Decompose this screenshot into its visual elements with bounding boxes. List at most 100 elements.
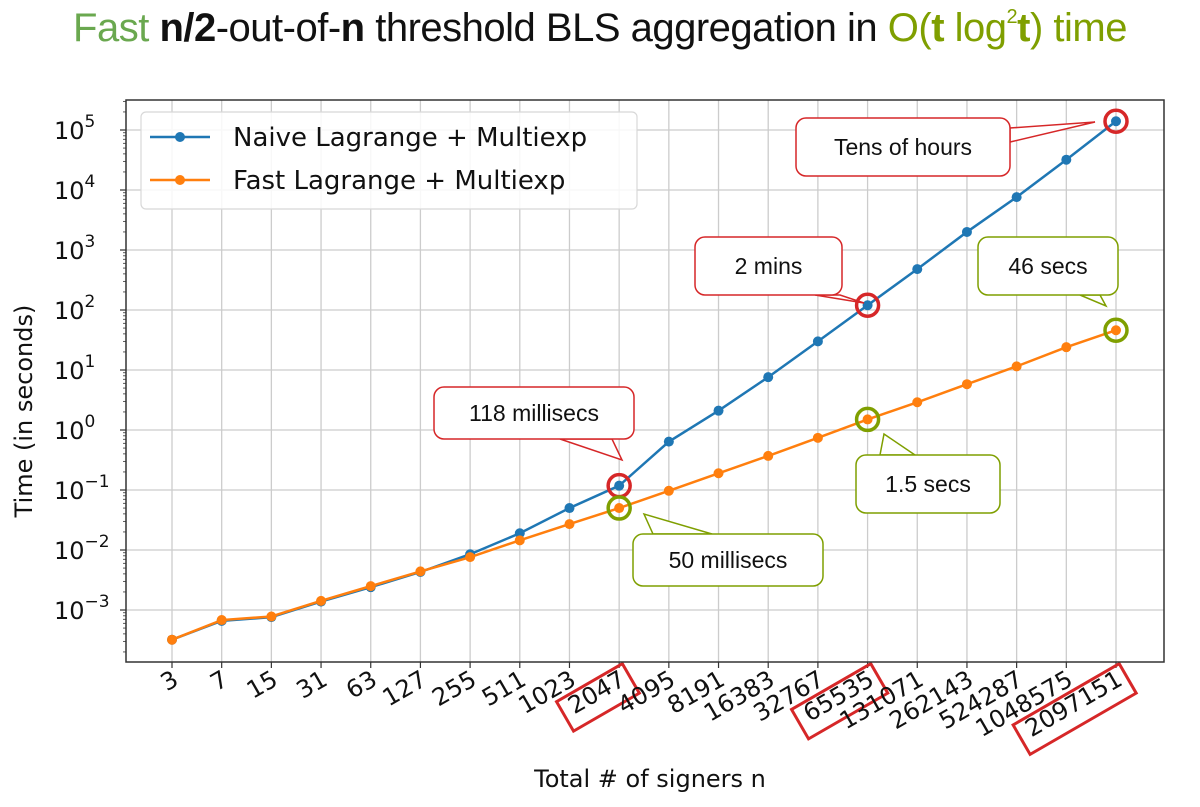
y-tick-exponent: −3 — [85, 592, 110, 612]
y-axis-label: Time (in seconds) — [10, 305, 38, 519]
data-point — [713, 405, 724, 416]
data-point — [216, 615, 227, 626]
chart-title: Fast n/2-out-of-n threshold BLS aggregat… — [0, 6, 1200, 51]
callout-box — [694, 236, 843, 296]
legend-marker — [175, 175, 185, 185]
x-tick-label: 63 — [341, 665, 381, 705]
legend-item-fast: Fast Lagrange + Multiexp — [150, 166, 565, 196]
highlight-circle — [606, 495, 632, 521]
x-tick-label: 3 — [156, 665, 183, 697]
title-out-of: -out-of- — [215, 6, 341, 50]
data-point — [614, 480, 625, 491]
y-tick-base: 10 — [54, 177, 85, 205]
title-exponent: 2 — [1006, 6, 1018, 28]
y-tick-label: 100 — [54, 412, 95, 445]
data-point — [1011, 192, 1022, 203]
x-tick-label: 31 — [292, 665, 332, 705]
data-point — [1061, 342, 1072, 353]
title-big-o: O( — [887, 6, 932, 50]
series-line — [171, 329, 1117, 641]
data-point — [961, 379, 972, 390]
highlight-circles — [606, 108, 1129, 521]
y-tick-label: 101 — [54, 352, 95, 385]
callout-box — [977, 236, 1119, 296]
data-point — [812, 336, 823, 347]
y-tick-exponent: 1 — [85, 352, 96, 372]
highlight-circle — [1103, 317, 1129, 343]
y-tick-base: 10 — [54, 237, 85, 265]
callout: 118 millisecs — [433, 386, 635, 462]
x-tick-highlight-box — [1011, 661, 1139, 757]
callout-pointer — [879, 432, 918, 456]
y-tick-base: 10 — [54, 417, 85, 445]
title-fast: Fast — [73, 6, 149, 50]
title-n-half: n/2 — [159, 6, 216, 50]
data-point — [663, 436, 674, 447]
callout-text: 118 millisecs — [469, 400, 599, 426]
x-axis-label: Total # of signers n — [533, 765, 766, 793]
data-point — [564, 503, 575, 514]
highlight-circle — [854, 292, 881, 318]
callout-text: 50 millisecs — [669, 547, 788, 573]
y-tick-base: 10 — [54, 537, 85, 565]
legend-label: Fast Lagrange + Multiexp — [233, 166, 565, 196]
y-tick-exponent: 3 — [85, 232, 96, 252]
callout-box — [855, 454, 1001, 514]
title-log: log — [944, 6, 1007, 50]
data-point — [266, 611, 277, 622]
x-tick-labels: 3 7 15 31 6312725551110232047409581911638332… — [156, 661, 1139, 757]
y-tick-exponent: 5 — [85, 112, 96, 132]
y-tick-base: 10 — [54, 477, 85, 505]
callout-text: 1.5 secs — [885, 471, 971, 497]
callout-text: 2 mins — [735, 253, 803, 279]
data-point — [1011, 361, 1022, 372]
y-tick-label: 105 — [54, 112, 95, 145]
x-tick-label: 255 — [427, 665, 481, 712]
highlight-circle — [854, 406, 881, 433]
title-n: n — [340, 6, 365, 50]
data-point — [316, 595, 327, 606]
data-point — [514, 528, 525, 539]
callout: 1.5 secs — [855, 432, 1001, 514]
plot-frame — [125, 99, 1165, 663]
series-fast — [167, 325, 1121, 645]
y-tick-base: 10 — [54, 117, 85, 145]
title-time: ) time — [1029, 6, 1128, 50]
data-point — [912, 264, 923, 275]
y-tick-exponent: 4 — [85, 172, 96, 192]
data-point — [1111, 325, 1121, 336]
y-tick-label: 102 — [54, 292, 95, 325]
y-tick-base: 10 — [54, 357, 85, 385]
data-point — [564, 519, 575, 530]
callout: 46 secs — [977, 236, 1119, 308]
y-tick-base: 10 — [54, 297, 85, 325]
y-tick-label: 10−3 — [54, 592, 110, 625]
data-point — [614, 503, 625, 514]
data-point — [862, 414, 873, 425]
callout-box — [632, 533, 824, 587]
title-t2: t — [1017, 6, 1030, 50]
callout: 50 millisecs — [632, 512, 824, 587]
title-complexity: O(t log2t) time — [887, 6, 1128, 50]
callout-text: 46 secs — [1008, 253, 1087, 279]
x-tick-highlight-box — [789, 661, 890, 741]
data-point — [415, 566, 426, 577]
y-tick-exponent: −2 — [85, 532, 110, 552]
highlight-circle — [1103, 108, 1129, 134]
data-point — [465, 552, 476, 563]
x-tick-label: 7 — [205, 665, 232, 697]
y-tick-label: 10−1 — [54, 472, 110, 505]
data-point — [1111, 116, 1121, 127]
callout-pointer — [642, 512, 713, 535]
y-tick-label: 10−2 — [54, 532, 110, 565]
callout-text: Tens of hours — [834, 134, 972, 160]
legend-item-naive: Naive Lagrange + Multiexp — [150, 123, 587, 153]
data-point — [912, 397, 923, 408]
data-point — [763, 372, 774, 383]
callout: Tens of hours — [795, 117, 1096, 177]
data-point — [812, 432, 823, 443]
y-tick-exponent: 0 — [85, 412, 96, 432]
x-tick-label: 127 — [378, 665, 432, 712]
